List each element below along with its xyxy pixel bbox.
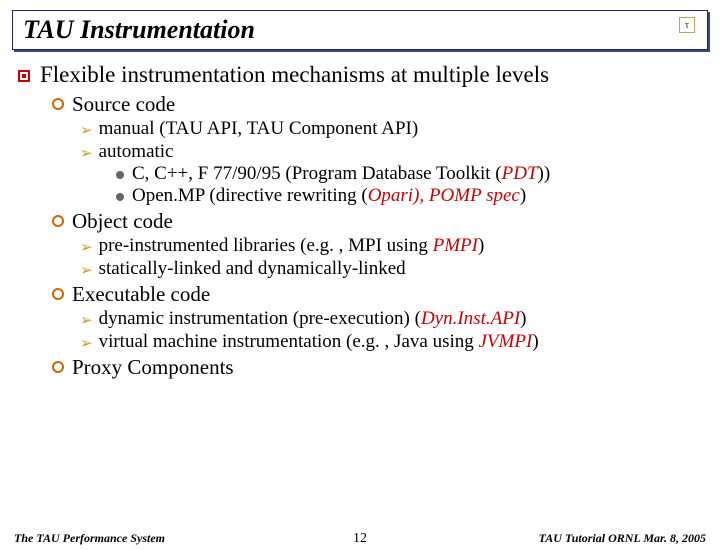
bullet-level3: ➢ dynamic instrumentation (pre-execution… — [80, 308, 702, 330]
tau-logo: τ — [679, 17, 695, 33]
emphasis: Dyn.Inst.API — [421, 308, 520, 329]
bullet-text: Proxy Components — [72, 355, 234, 380]
bullet-level3: ➢ pre-instrumented libraries (e.g. , MPI… — [80, 235, 702, 257]
arrow-bullet-icon: ➢ — [80, 144, 93, 163]
title-bar: TAU Instrumentation τ — [12, 10, 708, 50]
bullet-text: automatic — [99, 141, 174, 163]
emphasis: PMPI — [433, 235, 478, 256]
arrow-bullet-icon: ➢ — [80, 238, 93, 257]
bullet-level3: ➢ virtual machine instrumentation (e.g. … — [80, 331, 702, 353]
slide-content: Flexible instrumentation mechanisms at m… — [0, 50, 720, 380]
bullet-level1: Flexible instrumentation mechanisms at m… — [18, 62, 702, 88]
bullet-level3: ➢ statically-linked and dynamically-link… — [80, 258, 702, 280]
footer-right: TAU Tutorial ORNL Mar. 8, 2005 — [539, 531, 706, 546]
circle-bullet-icon — [52, 288, 64, 300]
bullet-level2: Object code — [52, 209, 702, 234]
arrow-bullet-icon: ➢ — [80, 121, 93, 140]
bullet-level3: ➢ automatic — [80, 141, 702, 163]
circle-bullet-icon — [52, 361, 64, 373]
slide-title: TAU Instrumentation — [23, 15, 255, 44]
bullet-text: virtual machine instrumentation (e.g. , … — [99, 331, 539, 353]
bullet-level2: Executable code — [52, 282, 702, 307]
bullet-level3: ➢ manual (TAU API, TAU Component API) — [80, 118, 702, 140]
emphasis: Opari), POMP spec — [368, 185, 520, 206]
footer-left: The TAU Performance System — [14, 531, 165, 546]
emphasis: PDT — [502, 163, 538, 184]
bullet-level4: C, C++, F 77/90/95 (Program Database Too… — [116, 163, 702, 185]
bullet-level2: Source code — [52, 92, 702, 117]
bullet-level4: Open.MP (directive rewriting (Opari), PO… — [116, 185, 702, 207]
bullet-text: C, C++, F 77/90/95 (Program Database Too… — [132, 163, 550, 185]
square-bullet-icon — [18, 70, 30, 82]
arrow-bullet-icon: ➢ — [80, 334, 93, 353]
slide-number: 12 — [353, 531, 367, 547]
bullet-text: Executable code — [72, 282, 210, 307]
bullet-text: Open.MP (directive rewriting (Opari), PO… — [132, 185, 526, 207]
bullet-text: pre-instrumented libraries (e.g. , MPI u… — [99, 235, 485, 257]
dot-bullet-icon — [116, 171, 124, 179]
bullet-text: Source code — [72, 92, 175, 117]
dot-bullet-icon — [116, 193, 124, 201]
arrow-bullet-icon: ➢ — [80, 311, 93, 330]
emphasis: JVMPI — [479, 331, 533, 352]
bullet-level2: Proxy Components — [52, 355, 702, 380]
bullet-text: Flexible instrumentation mechanisms at m… — [40, 62, 549, 88]
circle-bullet-icon — [52, 98, 64, 110]
bullet-text: statically-linked and dynamically-linked — [99, 258, 406, 280]
arrow-bullet-icon: ➢ — [80, 261, 93, 280]
slide-footer: The TAU Performance System 12 TAU Tutori… — [0, 531, 720, 546]
circle-bullet-icon — [52, 215, 64, 227]
bullet-text: Object code — [72, 209, 173, 234]
bullet-text: manual (TAU API, TAU Component API) — [99, 118, 419, 140]
bullet-text: dynamic instrumentation (pre-execution) … — [99, 308, 527, 330]
